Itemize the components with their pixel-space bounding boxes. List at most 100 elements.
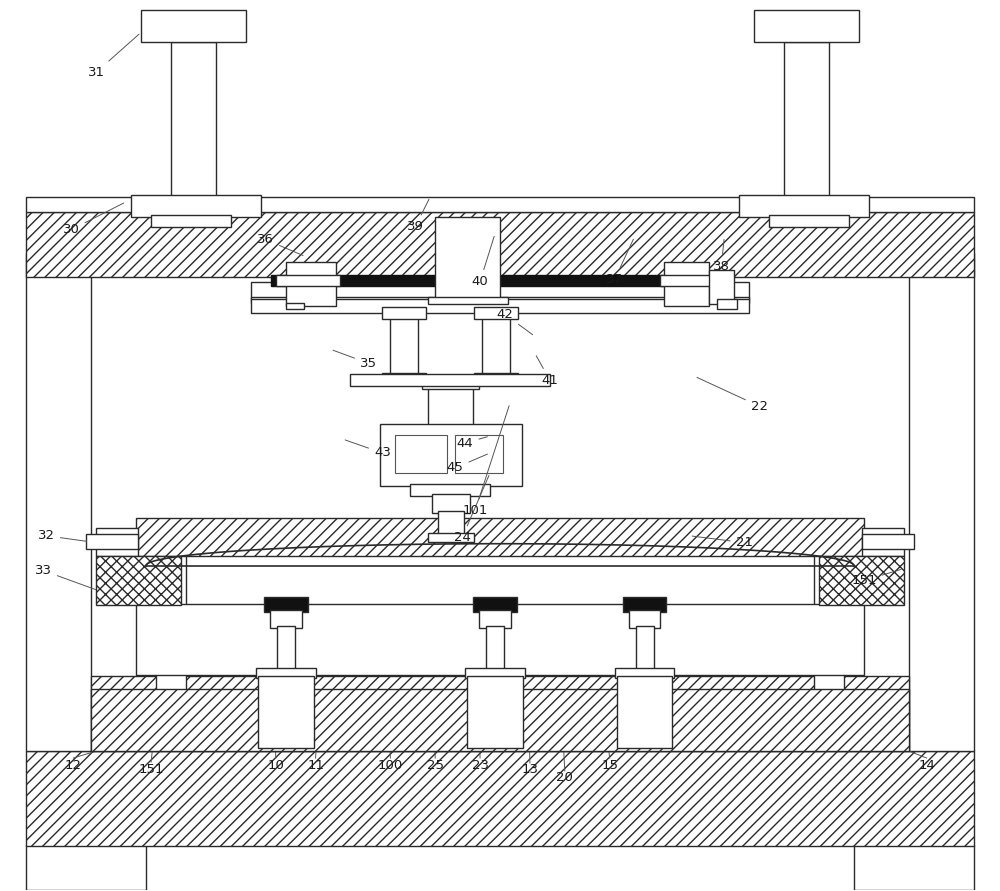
Bar <box>286 262 336 307</box>
Bar <box>428 384 473 429</box>
Bar <box>251 282 749 299</box>
Text: 100: 100 <box>378 758 403 772</box>
Bar <box>256 668 316 678</box>
Bar <box>479 610 511 628</box>
Bar <box>617 676 672 748</box>
Bar <box>96 556 181 606</box>
Text: 33: 33 <box>35 564 96 590</box>
Text: 38: 38 <box>713 240 730 273</box>
Bar <box>739 195 869 217</box>
Text: 15: 15 <box>601 758 618 772</box>
Bar <box>709 270 734 305</box>
Bar <box>96 527 138 556</box>
Text: 151: 151 <box>138 764 164 776</box>
Text: 151: 151 <box>851 569 901 587</box>
Text: 31: 31 <box>88 34 139 78</box>
Bar <box>754 11 859 42</box>
Bar <box>382 373 426 380</box>
Bar <box>819 556 904 606</box>
Text: 14: 14 <box>918 758 935 772</box>
Bar <box>623 597 666 612</box>
Bar <box>474 373 518 380</box>
Bar <box>26 253 91 751</box>
Bar <box>482 315 510 376</box>
Bar <box>26 845 146 889</box>
Bar <box>854 845 974 889</box>
Bar <box>435 217 500 301</box>
Bar <box>428 298 508 305</box>
Bar <box>131 195 261 217</box>
Text: 40: 40 <box>472 236 494 288</box>
Bar <box>717 299 737 309</box>
Bar <box>422 382 479 389</box>
Text: 32: 32 <box>38 529 87 543</box>
Text: 22: 22 <box>697 378 768 413</box>
Bar <box>455 435 503 473</box>
Text: 43: 43 <box>345 440 391 460</box>
Text: 101: 101 <box>462 405 509 518</box>
Text: 36: 36 <box>257 233 303 256</box>
Text: 37: 37 <box>606 239 633 286</box>
Bar <box>91 676 909 751</box>
Bar <box>438 511 464 535</box>
Bar <box>277 626 295 673</box>
Bar <box>486 626 504 673</box>
Bar <box>136 603 864 675</box>
Text: 30: 30 <box>63 203 124 236</box>
Bar <box>615 668 674 678</box>
Text: 23: 23 <box>472 758 489 772</box>
Bar <box>636 626 654 673</box>
Text: 12: 12 <box>65 758 82 772</box>
Text: 25: 25 <box>427 758 444 772</box>
Bar <box>271 274 729 287</box>
Bar <box>474 307 518 319</box>
Bar <box>467 676 523 748</box>
Bar <box>465 668 525 678</box>
Bar <box>350 374 550 386</box>
Bar <box>660 274 714 287</box>
Bar <box>390 315 418 376</box>
Text: 24: 24 <box>454 476 489 544</box>
Bar <box>862 534 914 549</box>
Text: 42: 42 <box>497 308 533 335</box>
Text: 39: 39 <box>407 200 429 233</box>
Bar <box>26 751 974 846</box>
Bar <box>428 533 474 542</box>
Bar <box>814 553 844 695</box>
Bar <box>251 299 749 314</box>
Bar <box>156 553 186 695</box>
Bar <box>86 534 138 549</box>
Bar <box>26 197 974 212</box>
Text: 11: 11 <box>307 758 324 772</box>
Bar <box>432 494 470 513</box>
Text: 41: 41 <box>536 356 558 387</box>
Bar <box>270 610 302 628</box>
Bar <box>26 212 974 276</box>
Bar <box>629 610 660 628</box>
Text: 35: 35 <box>333 350 377 370</box>
Text: 20: 20 <box>556 772 573 784</box>
Text: 44: 44 <box>457 437 487 449</box>
Bar <box>136 518 864 556</box>
Bar <box>382 307 426 319</box>
Text: 21: 21 <box>692 536 753 549</box>
Bar <box>664 262 709 307</box>
Bar <box>91 690 909 751</box>
Bar <box>141 11 246 42</box>
Bar <box>264 597 308 612</box>
Text: 45: 45 <box>447 454 487 474</box>
Bar <box>171 42 216 197</box>
Bar <box>769 215 849 226</box>
Bar <box>395 435 447 473</box>
Bar <box>909 253 974 751</box>
Bar <box>410 484 490 496</box>
Bar <box>784 42 829 197</box>
Bar <box>251 298 749 304</box>
Bar <box>862 527 904 556</box>
Bar <box>151 215 231 226</box>
Bar <box>473 597 517 612</box>
Bar <box>258 676 314 748</box>
Text: 13: 13 <box>521 764 538 776</box>
Bar <box>286 304 304 309</box>
Text: 10: 10 <box>267 758 284 772</box>
